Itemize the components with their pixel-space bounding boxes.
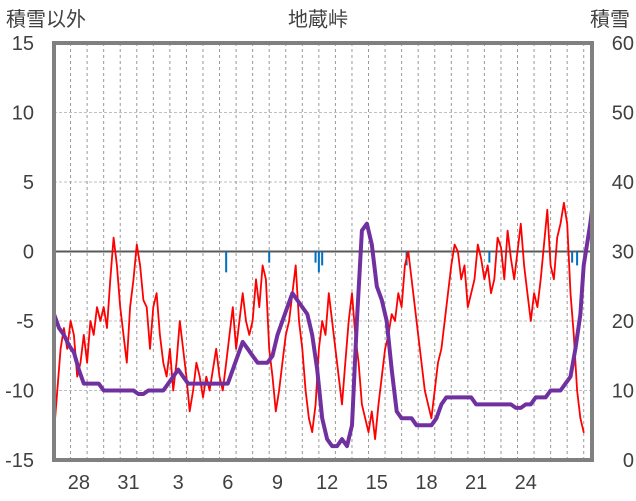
x-tick-label: 31 <box>117 472 139 494</box>
right-tick-label: 0 <box>623 450 634 472</box>
left-tick-label: -10 <box>5 381 34 403</box>
right-tick-label: 60 <box>612 33 634 55</box>
right-tick-label: 10 <box>612 381 634 403</box>
chart-title: 地蔵峠 <box>288 7 348 31</box>
left-axis-title: 積雪以外 <box>6 7 86 31</box>
snow-depth-line <box>52 207 594 449</box>
x-tick-label: 12 <box>316 472 338 494</box>
temperature-line <box>53 201 585 440</box>
plot-frame <box>52 41 594 462</box>
left-tick-label: 10 <box>12 103 34 125</box>
left-axis-ticks: 15 10 5 0 -5 -10 -15 <box>5 33 34 472</box>
x-axis-ticks: 28 31 3 6 9 12 15 18 21 24 <box>68 472 537 494</box>
left-tick-label: -5 <box>16 311 34 333</box>
right-tick-label: 50 <box>612 103 634 125</box>
left-tick-label: 15 <box>12 33 34 55</box>
precipitation-bars <box>225 251 579 273</box>
x-tick-label: 3 <box>173 472 184 494</box>
series-lines <box>52 201 594 449</box>
x-tick-label: 24 <box>515 472 537 494</box>
left-tick-label: 0 <box>23 242 34 264</box>
left-tick-label: 5 <box>23 172 34 194</box>
right-tick-label: 20 <box>612 311 634 333</box>
x-tick-label: 18 <box>415 472 437 494</box>
x-tick-label: 9 <box>272 472 283 494</box>
x-tick-label: 21 <box>465 472 487 494</box>
x-tick-label: 15 <box>366 472 388 494</box>
x-tick-label: 28 <box>68 472 90 494</box>
x-tick-label: 6 <box>222 472 233 494</box>
right-tick-label: 40 <box>612 172 634 194</box>
right-tick-label: 30 <box>612 242 634 264</box>
right-axis-title: 積雪 <box>590 7 630 31</box>
left-tick-label: -15 <box>5 450 34 472</box>
right-axis-ticks: 60 50 40 30 20 10 0 <box>612 33 634 472</box>
